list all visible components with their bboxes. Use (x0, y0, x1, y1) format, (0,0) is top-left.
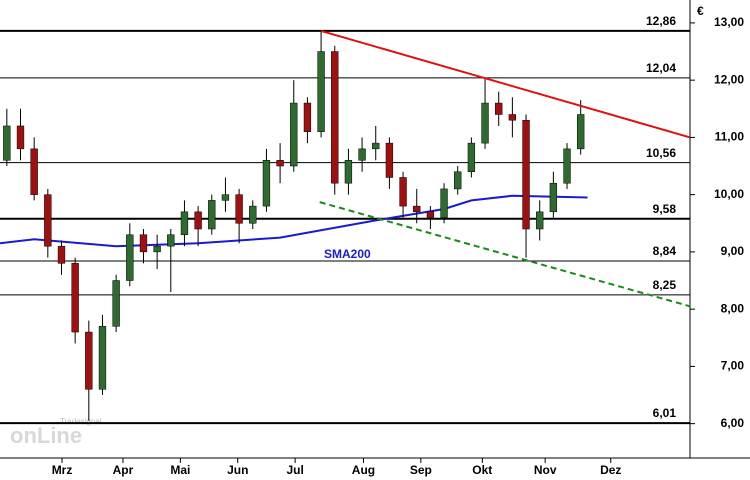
y-tick-label: 12,00 (714, 72, 744, 86)
candle-body (331, 51, 339, 184)
level-label: 8,84 (653, 244, 677, 258)
candle-body (139, 234, 148, 253)
y-tick-label: 11,00 (715, 130, 745, 144)
candle-body (563, 148, 571, 184)
candle-body (549, 182, 558, 213)
y-tick-label: 7,00 (721, 359, 745, 373)
candle-body (126, 234, 134, 281)
candle-body (372, 142, 380, 150)
candle-body (262, 160, 271, 207)
candle-body (440, 188, 448, 218)
candle-body (3, 125, 11, 161)
candle-body (303, 102, 312, 132)
level-label: 6,01 (653, 406, 677, 420)
y-tick-label: 6,00 (721, 416, 745, 430)
candle-body (577, 114, 585, 150)
y-tick-label: 9,00 (721, 244, 745, 258)
x-tick-label: Jun (227, 463, 248, 477)
x-tick-label: Okt (472, 463, 492, 477)
candle-body (180, 211, 189, 235)
candle-body (235, 194, 243, 224)
level-label: 10,56 (646, 146, 676, 160)
trend-line (320, 29, 691, 139)
candle-body (495, 102, 503, 115)
x-tick-label: Mai (170, 463, 190, 477)
candle-body (153, 245, 161, 253)
level-label: 8,25 (653, 278, 677, 292)
candle-body (57, 245, 66, 264)
level-label: 12,04 (646, 61, 676, 75)
level-label: 9,58 (653, 202, 677, 216)
candle-body (16, 125, 25, 150)
candle-body (399, 177, 407, 207)
sma-line (0, 194, 588, 248)
trend-line (319, 201, 691, 308)
candle-body (290, 102, 298, 167)
candle-body (194, 211, 202, 230)
x-tick-label: Aug (352, 463, 375, 477)
candle-body (44, 194, 52, 247)
x-tick-label: Apr (113, 463, 134, 477)
logo: onLine (10, 423, 82, 448)
level-label: 12,86 (646, 14, 676, 28)
candle-body (249, 205, 257, 224)
y-tick-label: 8,00 (721, 301, 745, 315)
candle-body (536, 211, 544, 230)
candle-body (481, 102, 489, 144)
candle-body (385, 142, 394, 178)
candle-body (71, 263, 79, 333)
candle-body (167, 234, 175, 247)
candle-body (426, 211, 435, 218)
annotation: SMA200 (324, 247, 371, 261)
currency: € (697, 4, 704, 18)
candle-body (522, 119, 530, 230)
y-tick-label: 13,00 (714, 15, 744, 29)
candle-body (85, 331, 93, 390)
candle-body (508, 114, 517, 121)
x-tick-label: Mrz (52, 463, 73, 477)
candle-body (344, 160, 353, 184)
candle-body (467, 142, 476, 172)
x-tick-label: Dez (600, 463, 621, 477)
candle-body (112, 280, 120, 327)
candle-body (317, 51, 325, 132)
candle-body (98, 326, 107, 390)
candle-body (454, 171, 462, 190)
logo-small: Tradesignal (60, 417, 102, 426)
candle-body (221, 194, 230, 201)
candle-body (413, 205, 421, 213)
y-tick-label: 10,00 (714, 187, 744, 201)
candle-body (30, 148, 38, 195)
candle-body (358, 148, 366, 161)
candle-body (276, 160, 284, 167)
x-tick-label: Sep (410, 463, 432, 477)
x-tick-label: Jul (286, 463, 303, 477)
x-tick-label: Nov (534, 463, 557, 477)
candle-body (208, 200, 216, 230)
